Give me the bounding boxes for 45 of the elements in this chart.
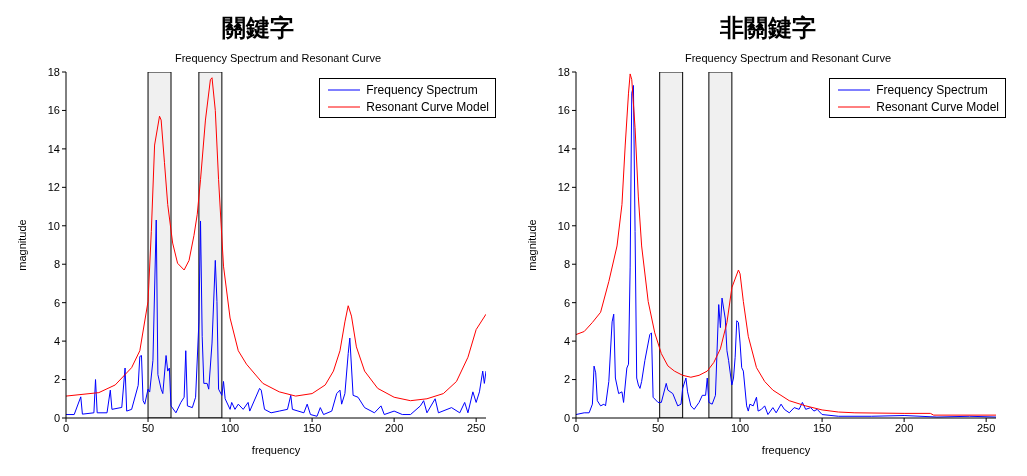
x-tick-label: 250 <box>976 421 996 434</box>
y-tick-label: 16 <box>47 104 60 117</box>
x-tick-label: 0 <box>572 421 580 434</box>
y-tick-label: 14 <box>47 142 60 155</box>
line-series <box>66 77 486 402</box>
y-tick-label: 0 <box>53 411 60 424</box>
y-axis-title: magnitude <box>525 219 538 271</box>
legend-label: Frequency Spectrum <box>366 82 478 97</box>
y-axis-title: magnitude <box>15 219 28 271</box>
x-tick-label: 150 <box>812 421 832 434</box>
y-tick-label: 8 <box>563 258 570 271</box>
x-tick-label: 250 <box>466 421 486 434</box>
x-tick-label: 150 <box>302 421 322 434</box>
x-tick-label: 50 <box>651 421 665 434</box>
x-tick-label: 200 <box>384 421 404 434</box>
chart-title: 非關鍵字 <box>719 12 817 44</box>
y-tick-label: 12 <box>557 181 570 194</box>
legend-label: Resonant Curve Model <box>366 99 489 114</box>
x-tick-label: 0 <box>62 421 70 434</box>
x-tick-label: 100 <box>730 421 750 434</box>
legend-label: Frequency Spectrum <box>876 82 988 97</box>
y-tick-label: 12 <box>47 181 60 194</box>
x-axis-title: frequency <box>761 444 811 456</box>
y-tick-label: 6 <box>563 296 570 309</box>
x-axis-title: frequency <box>251 444 301 456</box>
chart-subtitle: Frequency Spectrum and Resonant Curve <box>683 52 893 66</box>
y-tick-label: 8 <box>53 258 60 271</box>
y-tick-label: 2 <box>563 373 570 386</box>
y-tick-label: 14 <box>557 142 570 155</box>
x-tick-label: 200 <box>894 421 914 434</box>
legend-label: Resonant Curve Model <box>876 99 999 114</box>
y-tick-label: 18 <box>557 65 570 78</box>
y-tick-label: 6 <box>53 296 60 309</box>
y-tick-label: 0 <box>563 411 570 424</box>
y-tick-label: 2 <box>53 373 60 386</box>
y-tick-label: 16 <box>557 104 570 117</box>
y-tick-label: 18 <box>47 65 60 78</box>
y-tick-label: 4 <box>563 335 570 348</box>
x-tick-label: 100 <box>220 421 240 434</box>
chart-title: 關鍵字 <box>221 12 295 44</box>
chart-subtitle: Frequency Spectrum and Resonant Curve <box>173 52 383 66</box>
y-tick-label: 10 <box>47 219 60 232</box>
y-tick-label: 10 <box>557 219 570 232</box>
x-tick-label: 50 <box>141 421 155 434</box>
y-tick-label: 4 <box>53 335 60 348</box>
